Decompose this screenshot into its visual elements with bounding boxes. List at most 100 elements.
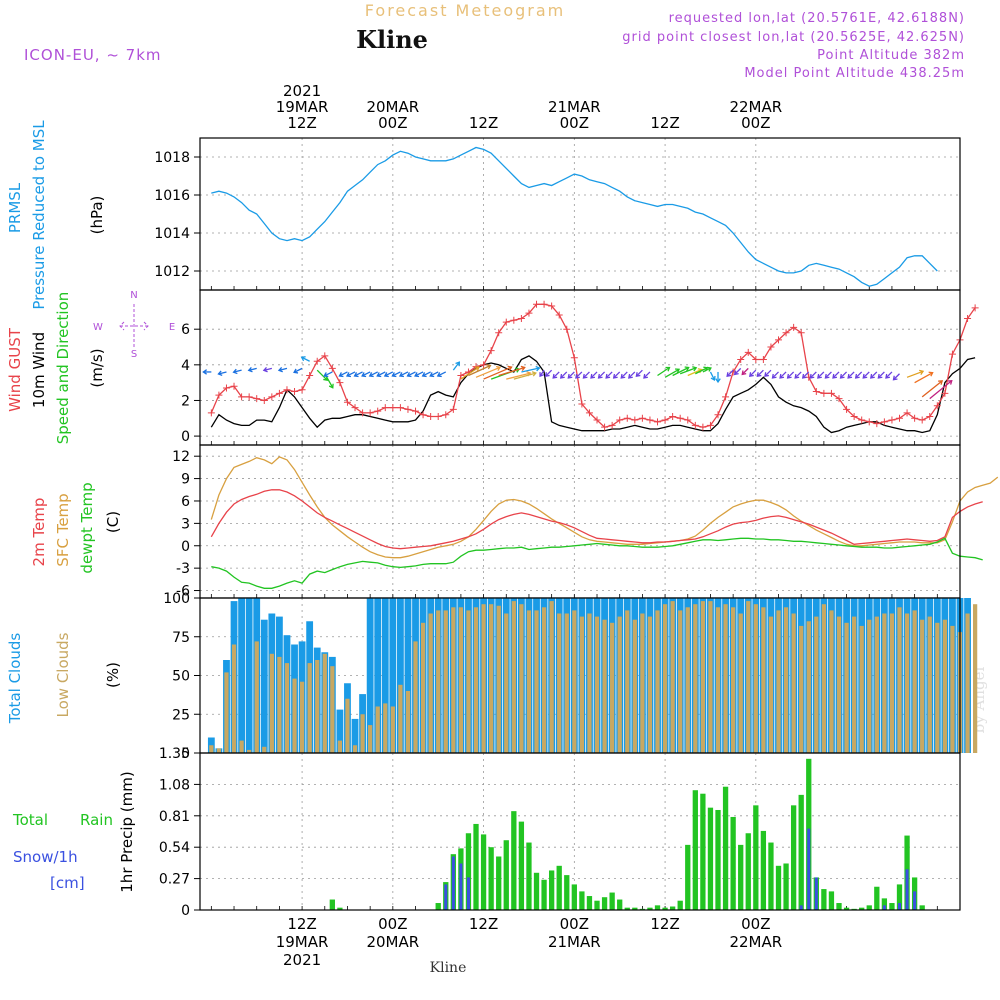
wind-arrow [392, 371, 401, 377]
rain-bar [790, 805, 797, 910]
rain-bar [601, 897, 608, 910]
wind-arrow-head [414, 372, 420, 378]
wind-arrow [429, 371, 439, 377]
wind-arrow-head [495, 365, 502, 372]
wind-arrow-head [928, 371, 934, 377]
low-cloud-bar [731, 607, 736, 753]
gust-label: Wind GUST [6, 327, 24, 412]
gust-marker [714, 411, 722, 419]
gust-marker [737, 355, 745, 363]
gust-marker [669, 412, 677, 420]
total-clouds-label: Total Clouds [6, 633, 24, 725]
gust-marker [548, 302, 556, 310]
wind-arrow [414, 371, 424, 377]
snow-bar [799, 905, 803, 910]
snow-bar [459, 863, 463, 910]
low-cloud-bar [224, 672, 229, 753]
low-cloud-bar [738, 613, 743, 753]
rain-bar [662, 907, 668, 910]
wind-arrow-head [590, 373, 596, 379]
clouds-ytick-label: 25 [172, 707, 190, 723]
low-cloud-bar [481, 604, 486, 753]
snow-bar [905, 869, 909, 910]
rain-bar [866, 905, 872, 910]
wind-arrow [870, 371, 878, 379]
gust-marker [964, 315, 972, 323]
gust-marker [623, 414, 631, 422]
pressure-label-short: PRMSL [6, 182, 24, 233]
low-cloud-bar [708, 601, 713, 753]
wind-arrow-head [421, 372, 427, 378]
low-cloud-bar [277, 656, 282, 753]
low-cloud-bar [935, 622, 940, 753]
low-cloud-bar [330, 666, 335, 753]
low-cloud-bar [783, 607, 789, 753]
gust-marker [298, 386, 306, 394]
wind-arrow-head [391, 372, 397, 378]
wind-arrow [545, 369, 553, 377]
wind-arrow [316, 369, 328, 381]
total-cloud-bar [381, 598, 389, 753]
low-cloud-bar [927, 616, 932, 753]
time-label-bottom: 12Z [287, 915, 316, 933]
rain-bar [518, 821, 525, 910]
pressure-line [211, 146, 938, 287]
wind-arrow-head [847, 373, 853, 379]
compass-s: S [131, 349, 137, 360]
wind-arrow-head [455, 361, 461, 367]
gust-marker [313, 357, 321, 365]
time-label-top: 12Z [287, 114, 316, 132]
wind-arrow [664, 368, 680, 378]
wind-arrow-head [575, 373, 580, 379]
time-label-top: 12Z [469, 114, 498, 132]
gust-marker [389, 404, 397, 412]
wind-arrow-head [665, 366, 671, 372]
wind-arrow [628, 371, 636, 379]
gust-marker [790, 323, 798, 331]
wind-arrow-head [794, 373, 800, 379]
wind-arrow-head [809, 373, 815, 379]
wind-arrow-head [643, 373, 649, 379]
gust-marker [321, 352, 329, 360]
gust-marker [291, 388, 299, 396]
low-cloud-bar [337, 740, 343, 753]
total-cloud-bar [260, 619, 268, 753]
wind-arrow [832, 371, 840, 379]
wind-arrow [475, 366, 501, 378]
rain-bar [821, 889, 827, 910]
wind-arrow-head [361, 372, 367, 378]
compass-e: E [169, 322, 175, 333]
wind-arrow-head [398, 372, 405, 378]
wind-arrow [369, 371, 379, 377]
low-cloud-bar [322, 653, 327, 753]
pressure-ytick-label: 1012 [154, 264, 190, 280]
wind-arrow [233, 369, 242, 373]
wind-arrow [407, 371, 416, 377]
wind-arrow [772, 371, 779, 379]
rain-bar [889, 903, 895, 910]
wind-arrow [539, 369, 545, 377]
gust-marker [601, 423, 609, 431]
low-cloud-bar [693, 604, 698, 753]
wind-arrow [877, 371, 885, 379]
gust-marker [396, 404, 404, 412]
low-cloud-bar [950, 625, 955, 753]
wind-arrow-head [947, 379, 953, 385]
precip-ytick-label: 0 [181, 903, 190, 919]
low-cloud-bar [670, 601, 675, 753]
wind-arrow [794, 371, 802, 379]
low-cloud-bar [814, 616, 819, 753]
wind-arrow-head [202, 369, 208, 375]
wind-arrow-head [567, 373, 573, 379]
low-cloud-bar [549, 601, 554, 753]
time-label-bottom: 00Z [741, 915, 770, 933]
low-cloud-bar [458, 607, 464, 753]
wind-arrow-head [486, 364, 492, 370]
low-cloud-bar [315, 660, 320, 753]
wind-arrow-head [277, 366, 283, 373]
wind-arrow-head [684, 366, 690, 372]
wind-arrow-head [635, 372, 641, 377]
snow-bar [913, 891, 917, 910]
low-cloud-bar [587, 613, 592, 753]
precip-ytick-label: 0.27 [159, 872, 190, 888]
